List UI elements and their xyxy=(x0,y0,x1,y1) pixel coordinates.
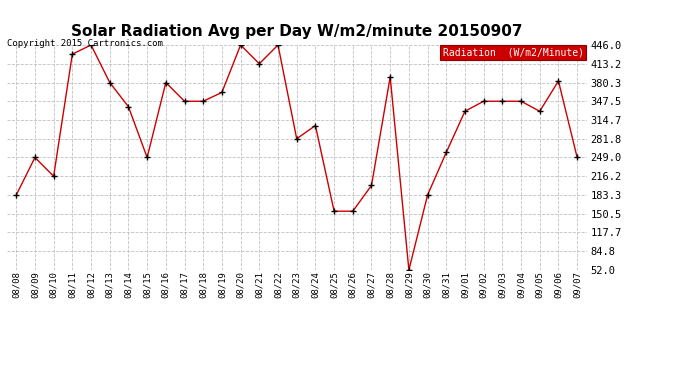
Text: Copyright 2015 Cartronics.com: Copyright 2015 Cartronics.com xyxy=(7,39,163,48)
Text: Solar Radiation Avg per Day W/m2/minute 20150907: Solar Radiation Avg per Day W/m2/minute … xyxy=(71,24,522,39)
Text: Radiation  (W/m2/Minute): Radiation (W/m2/Minute) xyxy=(443,48,584,58)
